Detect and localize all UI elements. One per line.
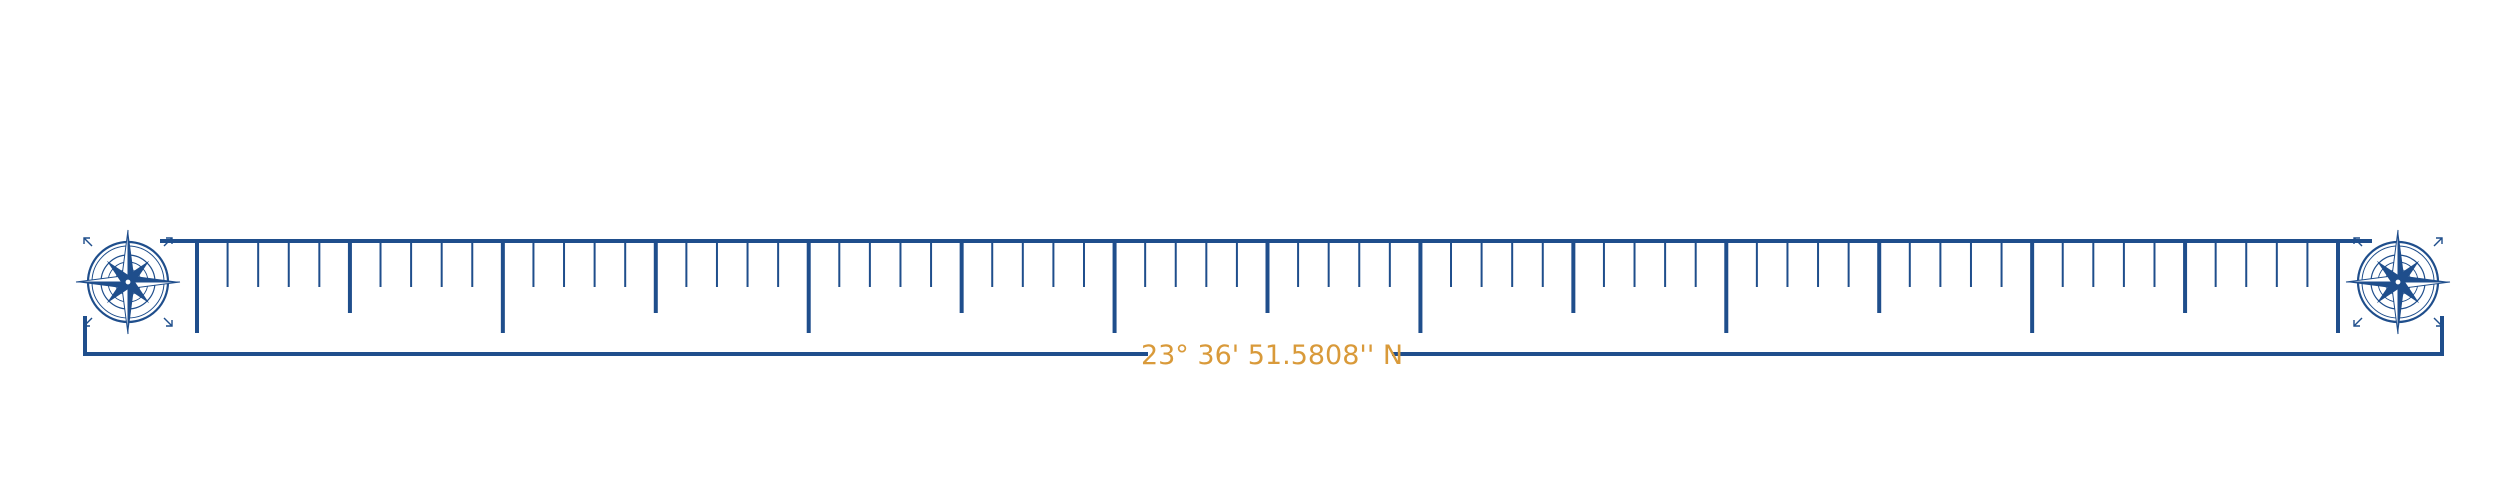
label-background [1148, 334, 1392, 374]
compass-rose-icon [74, 228, 182, 336]
minor-ticks [226, 241, 2309, 287]
major-ticks [195, 241, 2340, 333]
compass-rose-icon [2344, 228, 2452, 336]
coordinate-label: 23° 36' 51.5808'' N [1141, 340, 1403, 371]
